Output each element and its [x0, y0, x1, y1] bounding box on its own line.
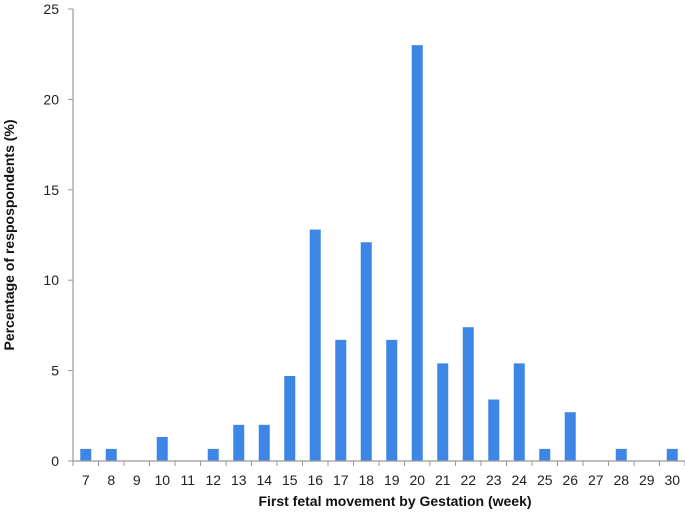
x-tick-label: 29: [639, 472, 655, 488]
bar-week-25: [539, 448, 551, 461]
x-tick-label: 8: [107, 472, 115, 488]
bar-week-16: [309, 229, 321, 461]
x-tick-label: 14: [256, 472, 272, 488]
x-tick-label: 26: [562, 472, 578, 488]
bar-week-22: [462, 327, 474, 461]
x-tick-label: 28: [613, 472, 629, 488]
y-tick-label: 10: [43, 272, 59, 288]
y-tick-label: 20: [43, 91, 59, 107]
bar-week-18: [360, 242, 372, 461]
x-tick-label: 11: [180, 472, 195, 488]
x-tick-label: 10: [154, 472, 170, 488]
bar-week-23: [488, 399, 500, 461]
y-axis-label: Percentage of respospondents (%): [1, 119, 17, 350]
x-tick-label: 23: [486, 472, 502, 488]
x-tick-label: 18: [358, 472, 374, 488]
x-tick-label: 30: [664, 472, 680, 488]
y-tick-label: 15: [43, 182, 59, 198]
axes: 0 5 10 15 20 25 7 8 9 10 11 12 13 14 15 16 17 18 19 20 21 22 2…: [43, 1, 685, 488]
bar-week-24: [513, 363, 525, 461]
x-tick-label: 25: [537, 472, 553, 488]
bar-week-30: [666, 448, 678, 461]
bar-week-21: [437, 363, 449, 461]
bar-week-13: [233, 424, 245, 461]
y-tick-label: 25: [43, 1, 59, 17]
x-tick-label: 15: [282, 472, 298, 488]
bar-week-10: [156, 436, 168, 461]
x-tick-label: 24: [511, 472, 527, 488]
x-tick-label: 7: [82, 472, 90, 488]
bar-week-14: [258, 424, 270, 461]
x-tick-label: 21: [435, 472, 451, 488]
x-tick-label: 13: [231, 472, 247, 488]
y-tick-label: 5: [51, 363, 59, 379]
bar-week-20: [411, 45, 423, 461]
bars: [80, 45, 678, 461]
bar-week-7: [80, 448, 92, 461]
x-tick-label: 17: [333, 472, 349, 488]
x-tick-label: 27: [588, 472, 604, 488]
bar-week-26: [564, 412, 576, 461]
bar-week-12: [207, 448, 219, 461]
x-tick-label: 20: [409, 472, 425, 488]
x-tick-label: 19: [384, 472, 400, 488]
x-tick-label: 12: [205, 472, 221, 488]
bar-week-15: [284, 376, 296, 461]
bar-week-28: [615, 448, 627, 461]
x-tick-label: 22: [460, 472, 476, 488]
x-axis-label: First fetal movement by Gestation (week): [258, 493, 531, 509]
x-tick-label: 9: [133, 472, 141, 488]
bar-week-8: [105, 448, 117, 461]
bar-week-17: [335, 339, 347, 461]
y-tick-label: 0: [51, 453, 59, 469]
bar-week-19: [386, 339, 398, 461]
x-tick-label: 16: [307, 472, 323, 488]
